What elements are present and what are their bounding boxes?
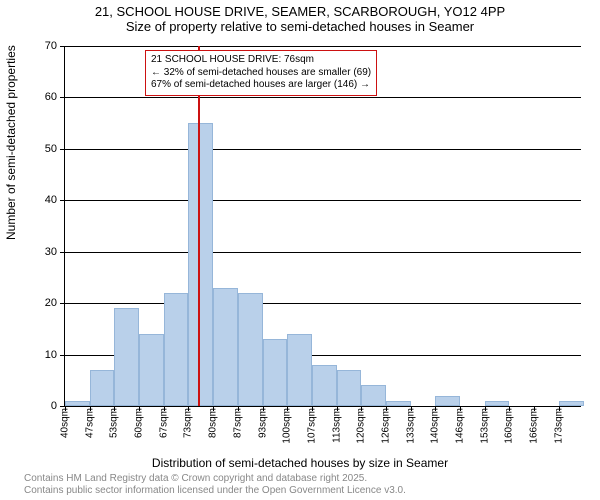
histogram-bar xyxy=(435,396,460,406)
x-tick-label: 87sqm xyxy=(232,408,243,438)
y-tick xyxy=(60,97,65,98)
annotation-line: 21 SCHOOL HOUSE DRIVE: 76sqm xyxy=(151,54,371,67)
annotation-box: 21 SCHOOL HOUSE DRIVE: 76sqm← 32% of sem… xyxy=(145,50,377,96)
x-tick-label: 153sqm xyxy=(479,408,490,444)
x-tick-label: 60sqm xyxy=(134,408,145,438)
gridline xyxy=(65,97,581,98)
histogram-bar xyxy=(485,401,510,406)
attribution-line-1: Contains HM Land Registry data © Crown c… xyxy=(24,473,406,485)
attribution-line-2: Contains public sector information licen… xyxy=(24,485,406,497)
histogram-bar xyxy=(287,334,312,406)
x-tick-label: 133sqm xyxy=(405,408,416,444)
x-tick-label: 73sqm xyxy=(183,408,194,438)
y-tick-label: 0 xyxy=(51,400,57,412)
x-tick-label: 80sqm xyxy=(208,408,219,438)
x-tick-label: 53sqm xyxy=(109,408,120,438)
gridline xyxy=(65,303,581,304)
x-tick-label: 126sqm xyxy=(381,408,392,444)
histogram-bar xyxy=(263,339,288,406)
y-tick-label: 20 xyxy=(45,297,57,309)
histogram-bar xyxy=(90,370,115,406)
annotation-line: ← 32% of semi-detached houses are smalle… xyxy=(151,67,371,80)
histogram-bar xyxy=(361,385,386,406)
y-axis-label: Number of semi-detached properties xyxy=(4,45,18,240)
histogram-bar xyxy=(164,293,189,406)
chart-title-block: 21, SCHOOL HOUSE DRIVE, SEAMER, SCARBORO… xyxy=(0,4,600,34)
y-tick xyxy=(60,149,65,150)
histogram-bar xyxy=(238,293,263,406)
x-axis-label: Distribution of semi-detached houses by … xyxy=(0,456,600,470)
x-tick-label: 93sqm xyxy=(257,408,268,438)
histogram-bar xyxy=(188,123,213,406)
y-tick-label: 70 xyxy=(45,40,57,52)
histogram-bar xyxy=(213,288,238,406)
x-tick-label: 67sqm xyxy=(158,408,169,438)
gridline xyxy=(65,46,581,47)
histogram-bar xyxy=(139,334,164,406)
histogram-bar xyxy=(312,365,337,406)
x-tick-label: 107sqm xyxy=(306,408,317,444)
gridline xyxy=(65,406,581,407)
histogram-plot-area: 01020304050607040sqm47sqm53sqm60sqm67sqm… xyxy=(64,46,581,407)
reference-line xyxy=(198,46,200,406)
annotation-line: 67% of semi-detached houses are larger (… xyxy=(151,79,371,92)
gridline xyxy=(65,252,581,253)
histogram-bar xyxy=(65,401,90,406)
gridline xyxy=(65,149,581,150)
y-tick-label: 40 xyxy=(45,194,57,206)
x-tick-label: 100sqm xyxy=(282,408,293,444)
y-tick xyxy=(60,200,65,201)
x-tick-label: 120sqm xyxy=(356,408,367,444)
x-tick-label: 47sqm xyxy=(84,408,95,438)
x-tick-label: 40sqm xyxy=(60,408,71,438)
y-tick xyxy=(60,252,65,253)
y-tick xyxy=(60,303,65,304)
x-tick-label: 146sqm xyxy=(455,408,466,444)
y-tick xyxy=(60,355,65,356)
histogram-bar xyxy=(559,401,584,406)
title-line-2: Size of property relative to semi-detach… xyxy=(0,19,600,34)
histogram-bar xyxy=(337,370,362,406)
histogram-bar xyxy=(386,401,411,406)
title-line-1: 21, SCHOOL HOUSE DRIVE, SEAMER, SCARBORO… xyxy=(0,4,600,19)
x-tick-label: 140sqm xyxy=(430,408,441,444)
y-tick-label: 30 xyxy=(45,246,57,258)
x-tick-label: 160sqm xyxy=(504,408,515,444)
x-tick-label: 173sqm xyxy=(553,408,564,444)
y-tick-label: 50 xyxy=(45,143,57,155)
gridline xyxy=(65,200,581,201)
y-tick-label: 10 xyxy=(45,349,57,361)
y-tick-label: 60 xyxy=(45,91,57,103)
attribution-text: Contains HM Land Registry data © Crown c… xyxy=(24,473,406,497)
x-tick-label: 166sqm xyxy=(529,408,540,444)
x-tick-label: 113sqm xyxy=(331,408,342,443)
y-tick xyxy=(60,46,65,47)
histogram-bar xyxy=(114,308,139,406)
